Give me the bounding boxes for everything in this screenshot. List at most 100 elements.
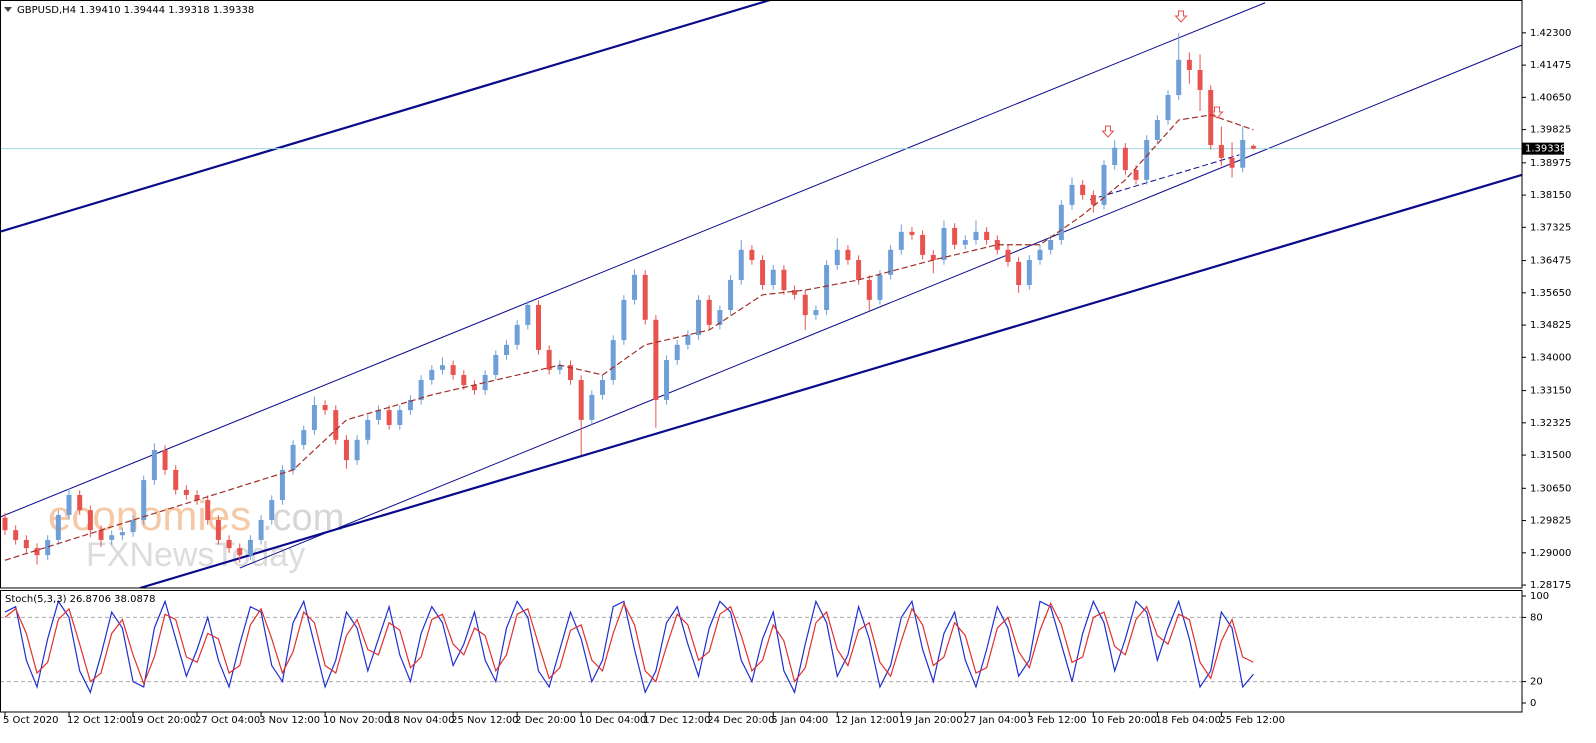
candle-body — [375, 410, 381, 420]
candle-body — [546, 349, 552, 370]
candle-body — [1144, 139, 1150, 180]
candle-body — [493, 354, 499, 375]
candle-body — [279, 469, 285, 501]
y-tick-label: 80 — [1530, 612, 1543, 623]
candle-body — [973, 231, 979, 241]
candle-body — [237, 548, 243, 556]
arrow-marker — [1210, 106, 1224, 119]
candle-body — [1250, 145, 1256, 149]
candle-body — [365, 419, 371, 440]
x-tick-label: 25 Feb 12:00 — [1219, 715, 1285, 726]
candle-body — [290, 444, 296, 470]
candle-body — [834, 249, 840, 266]
trendline — [1089, 154, 1240, 201]
candle-body — [311, 405, 317, 431]
candle-body — [247, 539, 253, 556]
candle-body — [386, 410, 392, 425]
x-tick-label: 24 Dec 20:00 — [707, 715, 774, 726]
trendline — [0, 0, 771, 233]
candle-body — [888, 249, 894, 275]
candle-body — [610, 340, 616, 381]
x-tick-label: 10 Feb 20:00 — [1091, 715, 1157, 726]
y-tick-label: 1.39825 — [1530, 125, 1571, 136]
x-tick-label: 19 Jan 20:00 — [899, 715, 962, 726]
candle-body — [642, 274, 648, 320]
candle-body — [653, 319, 659, 400]
candle-body — [1186, 59, 1192, 70]
price-plot — [0, 0, 1522, 588]
axes: 1.28175 1.29000 1.29825 1.30650 1.31500 1.323… — [3, 28, 1571, 726]
candle-body — [354, 439, 360, 461]
moving-average — [4, 114, 1254, 561]
candle-body — [962, 240, 968, 245]
menu-triangle[interactable] — [4, 7, 12, 12]
candle-body — [471, 385, 477, 391]
candle-body — [898, 231, 904, 250]
candle-body — [1229, 157, 1235, 168]
candle-body — [1016, 261, 1022, 286]
x-tick-label: 17 Dec 12:00 — [643, 715, 710, 726]
candle-body — [503, 344, 509, 355]
candle-body — [226, 539, 232, 549]
candle-body — [856, 259, 862, 280]
candle-body — [802, 294, 808, 316]
candle-body — [2, 517, 8, 531]
y-tick-label: 100 — [1530, 591, 1549, 602]
candle-body — [450, 365, 456, 375]
candle-body — [1154, 120, 1160, 140]
stoch-panel-border — [0, 590, 1523, 713]
candle-body — [1208, 89, 1214, 146]
y-tick-label: 1.28175 — [1530, 580, 1571, 591]
candle-body — [77, 494, 83, 511]
candle-body — [621, 299, 627, 341]
candle-body — [866, 279, 872, 300]
candle-body — [930, 254, 936, 260]
y-tick-label: 0 — [1530, 698, 1536, 709]
candle-body — [600, 380, 606, 395]
candle-body — [813, 310, 819, 316]
candle-body — [1165, 95, 1171, 121]
candle-body — [877, 274, 883, 300]
candle-body — [941, 227, 947, 260]
candle-body — [578, 380, 584, 420]
x-tick-label: 12 Oct 12:00 — [67, 715, 132, 726]
x-tick-label: 18 Nov 04:00 — [387, 715, 454, 726]
y-tick-label: 1.38975 — [1530, 158, 1571, 169]
candle-body — [55, 514, 61, 540]
candle-body — [589, 394, 595, 420]
candle-body — [162, 449, 168, 470]
candle-body — [45, 539, 51, 556]
x-tick-label: 18 Feb 04:00 — [1155, 715, 1221, 726]
y-tick-label: 1.29000 — [1530, 548, 1571, 559]
candle-body — [514, 324, 520, 345]
candle-body — [696, 299, 702, 336]
candle-body — [322, 405, 328, 411]
candle-body — [1037, 249, 1043, 260]
stoch-title: Stoch(5,3,3) 26.8706 38.0878 — [5, 594, 156, 605]
watermark: FXNewsToday — [86, 536, 305, 574]
candle-body — [98, 530, 104, 540]
candle-body — [215, 519, 221, 540]
candle-body — [1112, 147, 1118, 165]
candle-body — [1026, 259, 1032, 286]
x-tick-label: 19 Oct 20:00 — [131, 715, 196, 726]
candle-body — [952, 227, 958, 245]
candle-body — [920, 234, 926, 255]
candle-body — [845, 249, 851, 260]
y-tick-label: 1.34000 — [1530, 352, 1571, 363]
trendline — [239, 44, 1522, 569]
candle-body — [1176, 59, 1182, 96]
y-tick-label: 1.36475 — [1530, 256, 1571, 267]
candle-body — [738, 249, 744, 280]
arrow-markers — [1101, 10, 1224, 138]
x-tick-label: 12 Jan 12:00 — [835, 715, 898, 726]
candle-body — [343, 439, 349, 461]
candle-body — [1080, 184, 1086, 196]
candle-body — [1101, 164, 1107, 205]
candle-body — [1218, 145, 1224, 158]
x-tick-label: 10 Nov 20:00 — [323, 715, 390, 726]
stoch-plot — [0, 599, 1522, 695]
candle-body — [994, 240, 1000, 250]
candle-body — [674, 344, 680, 361]
